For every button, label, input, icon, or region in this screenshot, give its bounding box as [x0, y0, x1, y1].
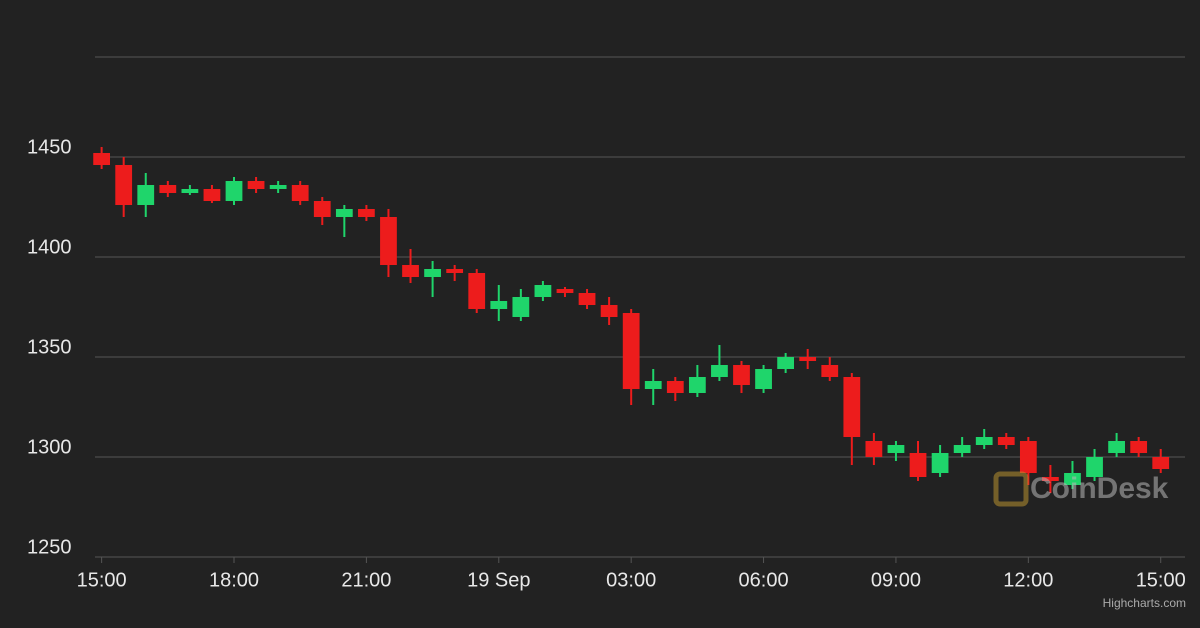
watermark-logo: CoinDesk [993, 471, 1169, 507]
candle-body [93, 153, 111, 165]
candle-body [666, 381, 684, 393]
candle-body [247, 181, 265, 189]
candle-body [225, 181, 243, 201]
candle-body [644, 381, 662, 389]
candle-body [1042, 477, 1059, 481]
candle-body [821, 365, 839, 377]
credit: Highcharts.com [1103, 596, 1186, 610]
candle-body [931, 453, 949, 473]
candle-body [887, 445, 905, 453]
candle-body [975, 437, 993, 445]
candle-body [777, 357, 795, 369]
y-tick-label: 1300 [27, 436, 72, 458]
x-tick-label: 06:00 [739, 569, 789, 591]
x-tick-label: 15:00 [77, 569, 127, 591]
candle-body [313, 201, 331, 217]
x-tick-label: 12:00 [1003, 569, 1053, 591]
candle-body [402, 265, 419, 277]
candle-body [181, 189, 199, 193]
candle-body [843, 377, 861, 437]
candle-body [291, 185, 309, 201]
x-tick-label: 15:00 [1136, 569, 1186, 591]
candle-body [159, 185, 177, 193]
x-tick-label: 18:00 [209, 569, 259, 591]
candle-body [380, 217, 397, 265]
x-tick-label: 09:00 [871, 569, 921, 591]
candle-body [1152, 457, 1170, 469]
candle-body [711, 365, 728, 377]
candle-body [335, 209, 353, 217]
candle-body [865, 441, 883, 457]
candle-body [1064, 473, 1081, 485]
candle-body [490, 301, 508, 309]
x-tick-label: 21:00 [341, 569, 391, 591]
candle-body [358, 209, 375, 217]
x-tick-label: 03:00 [606, 569, 656, 591]
candle-body [1086, 457, 1103, 477]
candle-body [578, 293, 596, 305]
candle-body [755, 369, 772, 389]
candle-body [799, 357, 817, 361]
watermark-icon [993, 471, 1029, 507]
y-tick-label: 1350 [27, 336, 72, 358]
watermark-text: CoinDesk [1030, 472, 1169, 505]
candle-body [1019, 441, 1037, 473]
candle-body [622, 313, 640, 389]
candle-body [468, 273, 486, 309]
y-tick-label: 1400 [27, 236, 72, 258]
candle-body [909, 453, 927, 477]
candle-body [424, 269, 441, 277]
candle-body [733, 365, 750, 385]
candle-body [556, 289, 574, 293]
candle-body [953, 445, 971, 453]
candle-body [269, 185, 287, 189]
candle-body [446, 269, 464, 273]
candle-body [203, 189, 221, 201]
candle-body [137, 185, 155, 205]
candle-body [534, 285, 552, 297]
candle-body [115, 165, 133, 205]
x-tick-label: 19 Sep [467, 569, 530, 591]
candle-body [688, 377, 706, 393]
candle-body [997, 437, 1015, 445]
candle-body [512, 297, 530, 317]
y-tick-label: 1250 [27, 536, 72, 558]
candle-body [1108, 441, 1125, 453]
candle-body [1130, 441, 1148, 453]
candle-body [600, 305, 618, 317]
y-tick-label: 1450 [27, 136, 72, 158]
